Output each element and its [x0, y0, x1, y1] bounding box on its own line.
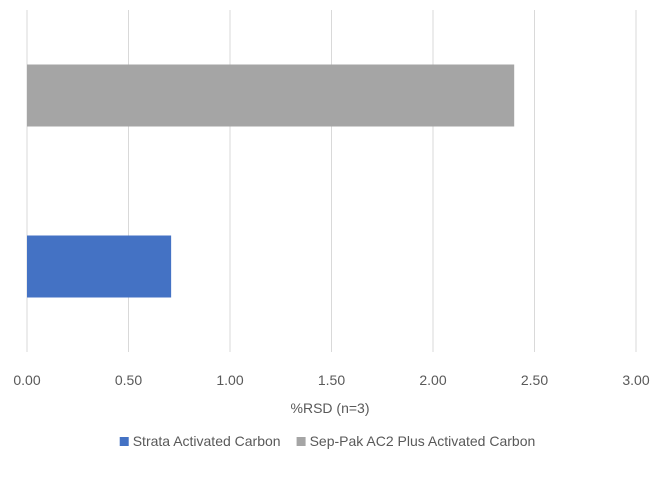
x-tick-labels: 0.00 0.50 1.00 1.50 2.00 2.50 3.00 [13, 372, 649, 388]
x-tick-label: 3.00 [622, 372, 649, 388]
gridlines [26, 10, 637, 352]
bars [27, 64, 515, 298]
x-tick-label: 2.50 [521, 372, 548, 388]
legend-swatch-1 [119, 437, 129, 446]
x-tick-label: 2.00 [419, 372, 446, 388]
legend-label-2: Sep-Pak AC2 Plus Activated Carbon [310, 433, 536, 449]
x-tick-label: 1.50 [318, 372, 345, 388]
x-tick-label: 0.00 [13, 372, 40, 388]
bar-1 [27, 235, 172, 298]
bar-2 [27, 64, 515, 127]
x-tick-label: 1.00 [216, 372, 243, 388]
x-tick-label: 0.50 [115, 372, 142, 388]
legend: Strata Activated Carbon Sep-Pak AC2 Plus … [119, 433, 536, 449]
x-axis-title: %RSD (n=3) [291, 400, 370, 416]
legend-swatch-2 [296, 437, 306, 446]
legend-label-1: Strata Activated Carbon [133, 433, 281, 449]
